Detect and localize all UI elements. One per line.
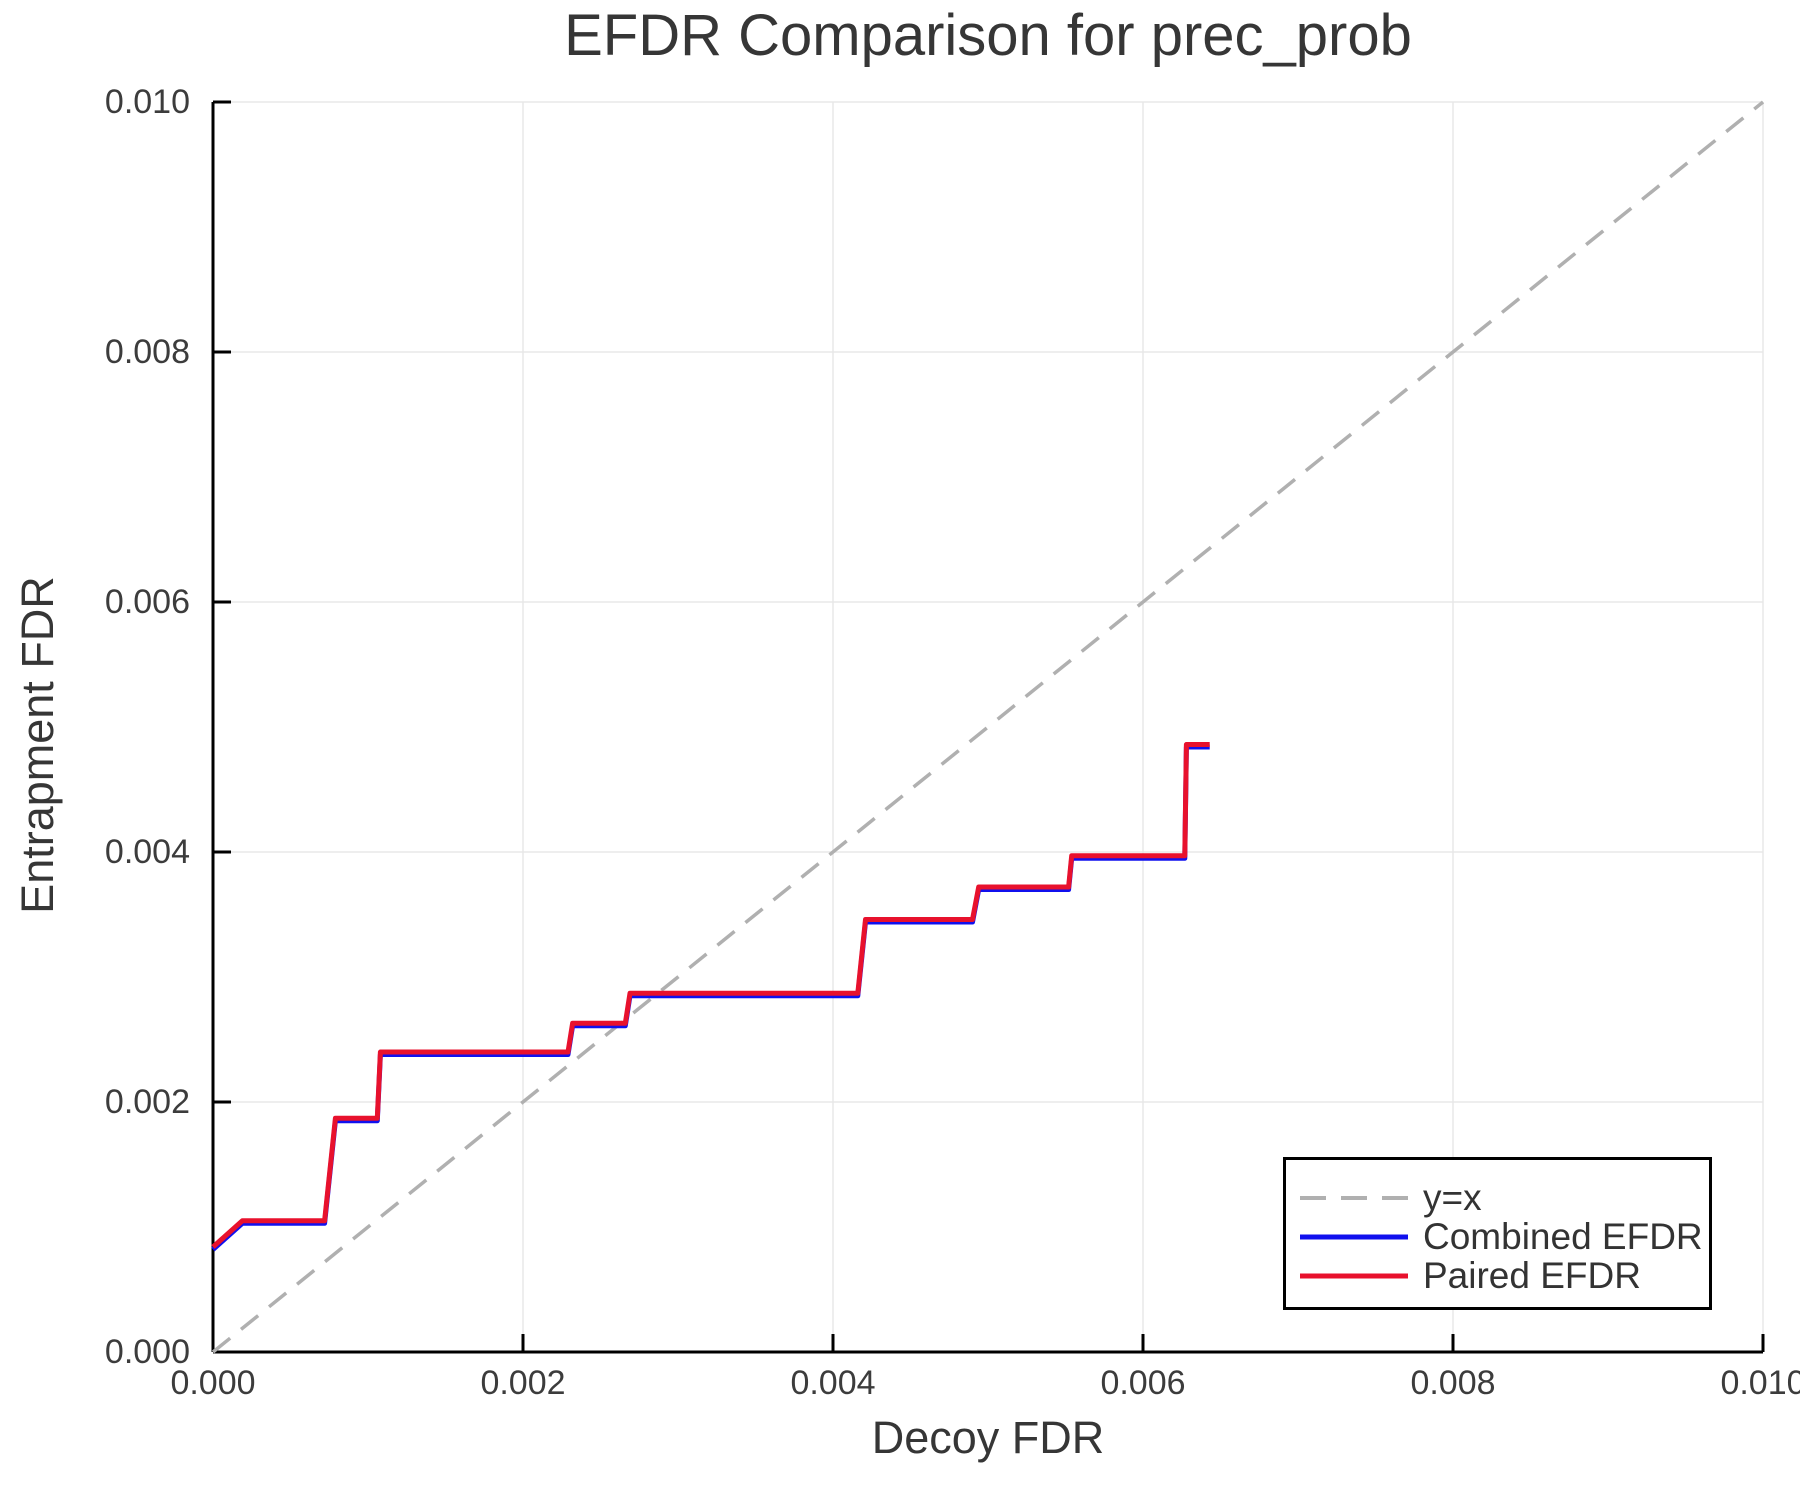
y-tick-label: 0.010 bbox=[104, 83, 190, 121]
y-tick-label: 0.008 bbox=[104, 333, 190, 371]
legend-row: Paired EFDR bbox=[1300, 1256, 1709, 1295]
legend-label: Combined EFDR bbox=[1423, 1216, 1703, 1257]
legend-row: Combined EFDR bbox=[1300, 1217, 1709, 1256]
legend-sample-line bbox=[1300, 1234, 1408, 1239]
chart-title: EFDR Comparison for prec_prob bbox=[564, 3, 1412, 68]
y-tick-label: 0.004 bbox=[104, 833, 190, 871]
axis-spines bbox=[211, 102, 1763, 1354]
y-tick-label: 0.006 bbox=[104, 583, 190, 621]
series-line-y-x bbox=[211, 100, 1765, 1354]
legend-sample-line bbox=[1300, 1273, 1408, 1278]
legend: y=x Combined EFDR Paired EFDR bbox=[1283, 1157, 1712, 1310]
x-tick-label: 0.010 bbox=[1720, 1364, 1800, 1402]
series-lines bbox=[211, 100, 1765, 1354]
series-line-combined-efdr bbox=[211, 744, 1210, 1252]
x-tick-label: 0.002 bbox=[480, 1364, 566, 1402]
grid-lines bbox=[213, 101, 1764, 1352]
y-tick-label: 0.000 bbox=[104, 1333, 190, 1371]
x-tick-label: 0.000 bbox=[170, 1364, 256, 1402]
x-tick-label: 0.008 bbox=[1410, 1364, 1496, 1402]
series-line-paired-efdr bbox=[211, 742, 1210, 1249]
x-tick-label: 0.004 bbox=[790, 1364, 876, 1402]
x-tick-label: 0.006 bbox=[1100, 1364, 1186, 1402]
legend-label: Paired EFDR bbox=[1423, 1255, 1641, 1296]
y-tick-label: 0.002 bbox=[104, 1083, 190, 1121]
legend-sample-line bbox=[1300, 1195, 1408, 1200]
axis-ticks bbox=[211, 100, 1765, 1354]
legend-label: y=x bbox=[1423, 1177, 1482, 1218]
x-axis-label: Decoy FDR bbox=[871, 1412, 1105, 1463]
legend-row: y=x bbox=[1300, 1178, 1709, 1217]
